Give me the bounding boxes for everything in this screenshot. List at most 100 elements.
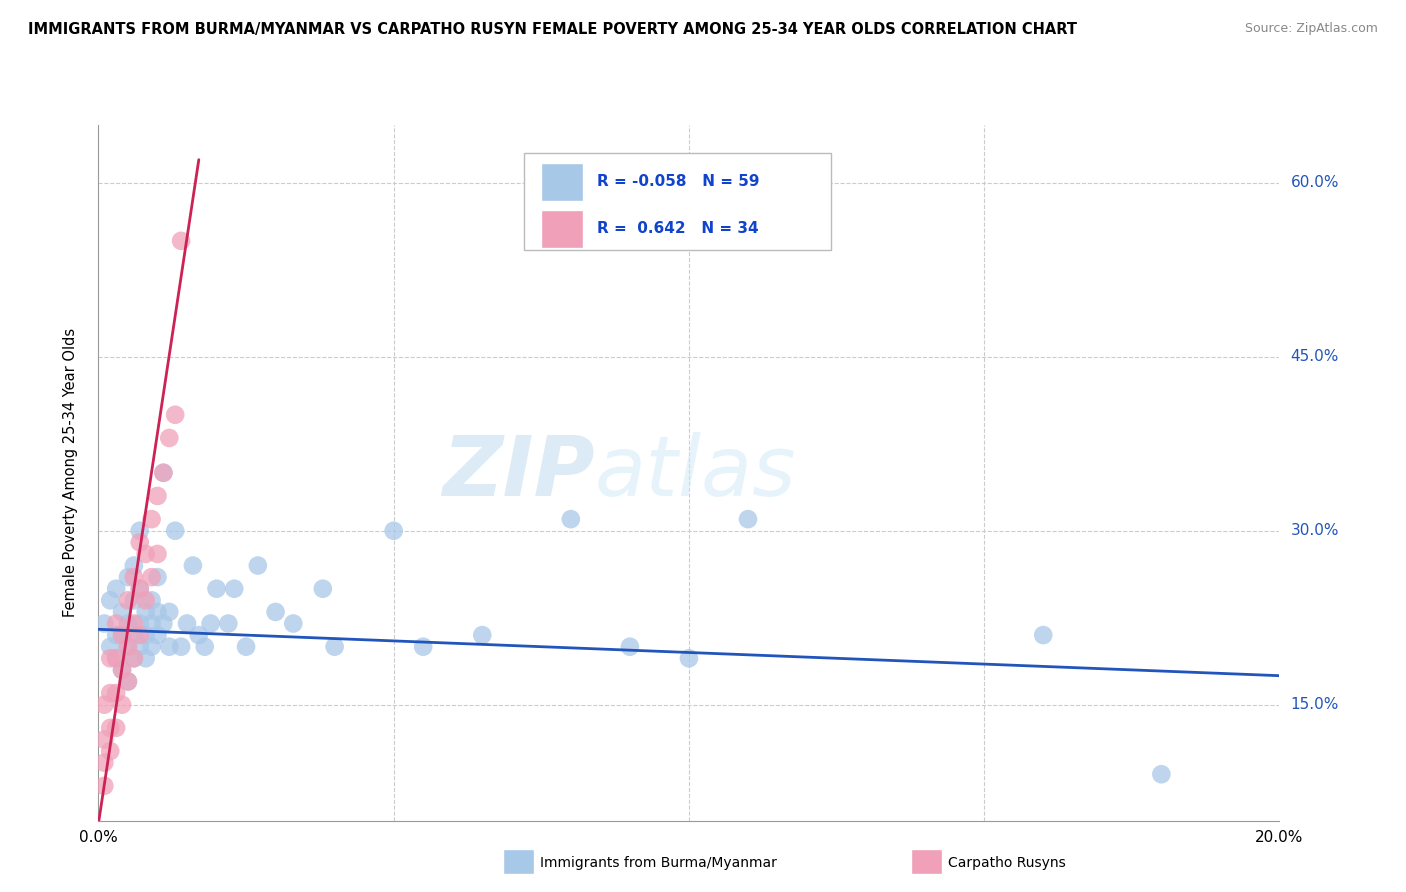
Point: [678, 651, 700, 665]
Point: [117, 570, 139, 584]
Point: [122, 651, 145, 665]
Point: [323, 640, 346, 654]
Point: [471, 628, 494, 642]
Text: 15.0%: 15.0%: [1291, 698, 1339, 712]
Point: [98, 744, 121, 758]
Point: [122, 558, 145, 573]
Point: [135, 547, 157, 561]
Point: [105, 582, 128, 596]
Point: [111, 663, 134, 677]
Point: [170, 234, 193, 248]
Point: [146, 547, 169, 561]
Point: [152, 466, 174, 480]
Point: [135, 605, 157, 619]
Point: [98, 721, 121, 735]
Text: atlas: atlas: [595, 433, 796, 513]
Point: [117, 640, 139, 654]
Point: [181, 558, 204, 573]
Point: [105, 628, 128, 642]
Point: [111, 628, 134, 642]
Text: 60.0%: 60.0%: [1291, 176, 1339, 190]
Point: [157, 605, 180, 619]
Point: [1032, 628, 1054, 642]
Point: [187, 628, 209, 642]
Point: [122, 570, 145, 584]
Point: [146, 628, 169, 642]
FancyBboxPatch shape: [541, 163, 582, 201]
Point: [224, 582, 246, 596]
FancyBboxPatch shape: [523, 153, 831, 250]
Point: [157, 431, 180, 445]
Point: [619, 640, 641, 654]
Point: [128, 616, 150, 631]
Point: [146, 570, 169, 584]
Point: [737, 512, 759, 526]
Point: [152, 466, 174, 480]
Point: [146, 489, 169, 503]
Point: [98, 640, 121, 654]
Point: [1150, 767, 1173, 781]
Point: [105, 651, 128, 665]
Point: [93, 698, 115, 712]
Point: [157, 640, 180, 654]
Point: [135, 651, 157, 665]
Point: [111, 605, 134, 619]
Point: [246, 558, 269, 573]
Point: [111, 628, 134, 642]
Text: Immigrants from Burma/Myanmar: Immigrants from Burma/Myanmar: [540, 856, 776, 871]
Point: [135, 593, 157, 607]
Point: [152, 616, 174, 631]
Point: [122, 651, 145, 665]
Point: [141, 640, 163, 654]
Point: [165, 408, 187, 422]
Point: [105, 686, 128, 700]
Point: [217, 616, 239, 631]
Text: IMMIGRANTS FROM BURMA/MYANMAR VS CARPATHO RUSYN FEMALE POVERTY AMONG 25-34 YEAR : IMMIGRANTS FROM BURMA/MYANMAR VS CARPATH…: [28, 22, 1077, 37]
Text: 30.0%: 30.0%: [1291, 524, 1339, 538]
Point: [560, 512, 582, 526]
Point: [128, 524, 150, 538]
Point: [93, 732, 115, 747]
Point: [141, 570, 163, 584]
Point: [141, 512, 163, 526]
Point: [122, 593, 145, 607]
Point: [122, 616, 145, 631]
Point: [141, 616, 163, 631]
Point: [128, 535, 150, 549]
Point: [165, 524, 187, 538]
Point: [105, 616, 128, 631]
Point: [93, 756, 115, 770]
Point: [128, 582, 150, 596]
Point: [146, 605, 169, 619]
Point: [117, 674, 139, 689]
Point: [105, 651, 128, 665]
Point: [117, 674, 139, 689]
Point: [412, 640, 434, 654]
Point: [205, 582, 228, 596]
Point: [98, 593, 121, 607]
Text: 45.0%: 45.0%: [1291, 350, 1339, 364]
Point: [128, 628, 150, 642]
Point: [170, 640, 193, 654]
Point: [264, 605, 287, 619]
Point: [117, 616, 139, 631]
Point: [117, 593, 139, 607]
Point: [128, 640, 150, 654]
Point: [312, 582, 335, 596]
FancyBboxPatch shape: [541, 210, 582, 248]
Point: [382, 524, 405, 538]
Point: [128, 582, 150, 596]
Point: [200, 616, 222, 631]
Point: [117, 640, 139, 654]
Text: Source: ZipAtlas.com: Source: ZipAtlas.com: [1244, 22, 1378, 36]
Point: [93, 779, 115, 793]
Point: [235, 640, 257, 654]
Point: [111, 698, 134, 712]
Point: [93, 616, 115, 631]
Point: [111, 663, 134, 677]
Y-axis label: Female Poverty Among 25-34 Year Olds: Female Poverty Among 25-34 Year Olds: [63, 328, 77, 617]
Point: [98, 651, 121, 665]
Point: [141, 593, 163, 607]
Point: [283, 616, 305, 631]
Point: [176, 616, 198, 631]
